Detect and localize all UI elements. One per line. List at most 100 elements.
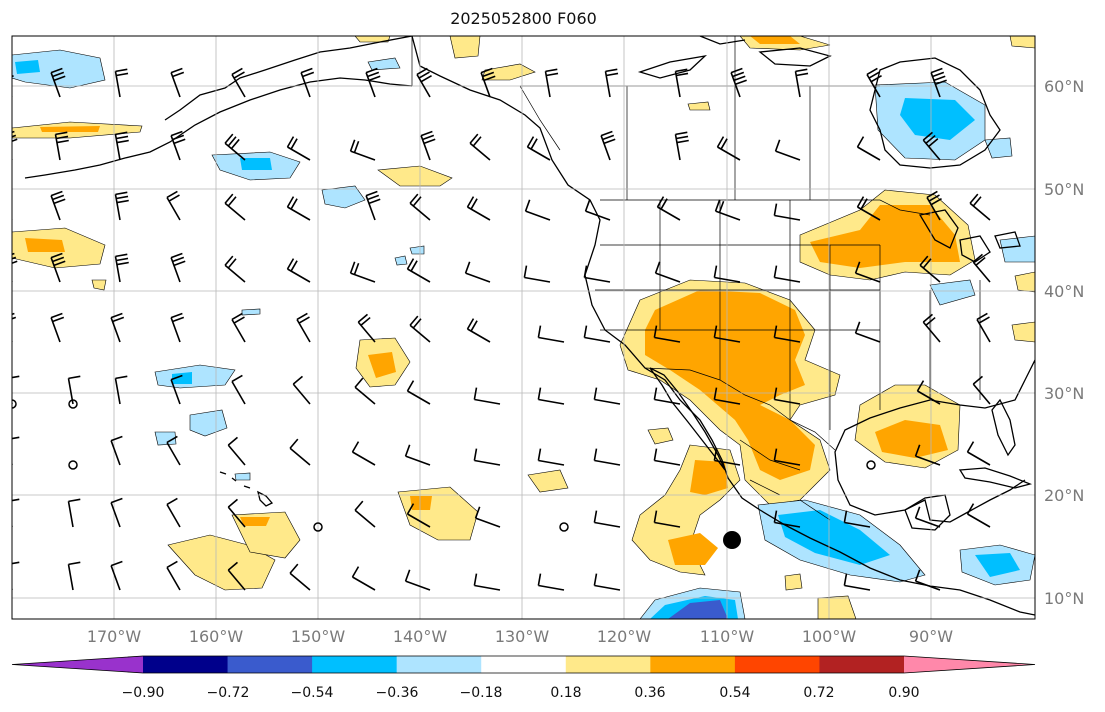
wind-barb [114, 68, 129, 98]
wind-barb [349, 261, 376, 283]
wind-barb [231, 374, 246, 405]
border-us-states [595, 200, 981, 430]
wind-barb [469, 133, 491, 161]
shade-pos-top-2 [449, 36, 481, 59]
wind-barb [286, 136, 311, 161]
coast-great-lakes [918, 209, 1021, 263]
shade-pos-s-mex [784, 573, 803, 591]
calm-wind-markers [12, 399, 876, 532]
wind-barb [922, 131, 941, 161]
lat-label: 40°N [1044, 282, 1084, 301]
wind-barb [843, 510, 871, 528]
wind-barb [50, 190, 66, 221]
wind-barb [674, 131, 689, 161]
wind-barb [674, 68, 689, 98]
shade-pos-great-lakes-core [810, 205, 960, 268]
wind-barb [406, 503, 431, 528]
wind-barb [110, 312, 125, 343]
calm-wind-circle [68, 460, 78, 470]
shade-neg-small-4 [929, 279, 976, 306]
shade-neg-small-1 [367, 57, 401, 71]
map-title: 2025052800 F060 [450, 9, 597, 28]
wind-barb [919, 255, 941, 283]
lon-label: 150°W [291, 627, 346, 646]
coast-cuba [958, 467, 1033, 489]
wind-barb [166, 435, 181, 466]
wind-barb [50, 312, 65, 343]
border-mexico-states [739, 439, 831, 521]
shading-layer [12, 36, 1035, 619]
wind-barb [976, 312, 991, 343]
wind-barb [654, 261, 681, 283]
wind-barb [526, 136, 551, 161]
wind-barb [972, 253, 991, 283]
wind-barb [420, 130, 436, 161]
wind-barb [773, 510, 801, 528]
wind-barb [409, 315, 431, 343]
shade-neg-bottom-deep [668, 600, 728, 619]
wind-barb [473, 573, 501, 591]
lon-label: 160°W [189, 627, 244, 646]
wind-barb [12, 561, 20, 590]
wind-barb [54, 131, 69, 161]
wind-barb [794, 68, 809, 98]
wind-barb [593, 510, 621, 528]
wind-barb [856, 136, 881, 161]
wind-barb [480, 67, 496, 98]
wind-barb [170, 252, 186, 283]
shade-pos-southwest-us-core [645, 290, 815, 480]
wind-barb [464, 261, 491, 283]
wind-barb [166, 190, 181, 221]
wind-barb [289, 563, 311, 591]
lat-label: 30°N [1044, 384, 1084, 403]
wind-barb [914, 506, 941, 528]
calm-wind-circle [559, 522, 569, 532]
colorbar-label: 0.54 [719, 685, 750, 701]
border-canada-provinces [519, 36, 880, 200]
wind-barb [466, 318, 491, 343]
lon-label: 100°W [802, 627, 857, 646]
colorbar-segment [734, 656, 820, 673]
coast-florida [991, 398, 1016, 457]
wind-barb [404, 444, 431, 466]
colorbar-segment [396, 656, 482, 673]
shade-neg-hudson-core [900, 98, 975, 140]
wind-barb [773, 265, 801, 283]
shade-neg-pac-45n [321, 185, 366, 209]
colorbar: −0.90 −0.72 −0.54 −0.36 −0.18 0.18 0.36 … [11, 655, 1036, 701]
wind-barb [656, 196, 681, 221]
wind-barb [537, 448, 565, 466]
wind-barb [972, 375, 991, 405]
wind-barb [114, 253, 129, 283]
lat-label: 10°N [1044, 589, 1084, 608]
shade-pos-bc [687, 101, 711, 111]
wind-barb [653, 325, 681, 343]
wind-barb [50, 252, 66, 283]
coast-hawaii [219, 471, 274, 507]
wind-barb [600, 130, 616, 161]
wind-barb [110, 560, 123, 591]
colorbar-label: −0.54 [291, 685, 334, 701]
shade-pos-hawaii-e [527, 469, 569, 493]
lon-label: 120°W [597, 627, 652, 646]
wind-barb [914, 444, 941, 466]
wind-barb [537, 325, 565, 343]
shade-neg-mex-pacific-core [778, 510, 890, 565]
wind-barb [170, 130, 186, 161]
wind-barb [227, 436, 246, 466]
coast-alaska-west [164, 36, 413, 121]
wind-barb [926, 190, 942, 221]
calm-wind-circle [12, 399, 17, 409]
wind-barb [67, 561, 81, 591]
wind-barb [170, 67, 185, 98]
wind-barb [224, 133, 246, 161]
wind-barb [969, 193, 991, 221]
coast-north-america-west [411, 36, 1035, 616]
wind-barb [170, 312, 185, 343]
wind-barb [114, 131, 129, 161]
colorbar-segment [143, 656, 229, 673]
wind-barbs [12, 67, 991, 591]
shade-pos-gulf-alaska [377, 165, 453, 187]
lon-label: 130°W [495, 627, 550, 646]
